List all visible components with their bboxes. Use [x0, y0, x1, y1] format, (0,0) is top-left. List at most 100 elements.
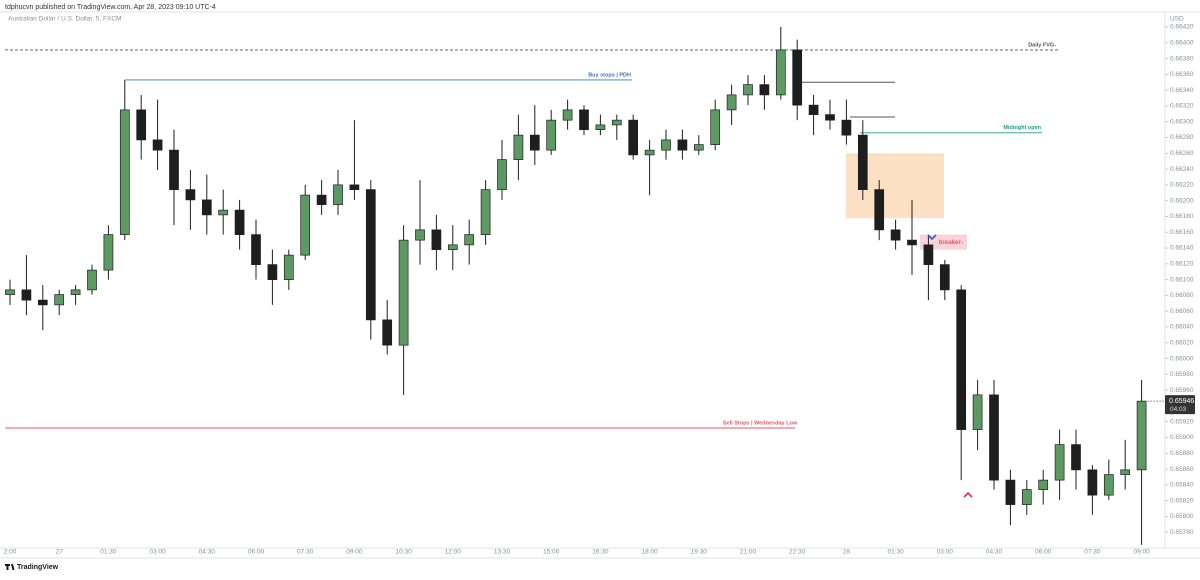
x-tick-label: 07:30 — [1084, 549, 1101, 556]
y-tick-label: 0.66140 — [1170, 245, 1194, 252]
candle-body — [37, 299, 48, 306]
candle-body — [54, 294, 65, 306]
candle-body — [546, 119, 557, 151]
y-tick-label: 0.65860 — [1170, 466, 1194, 473]
y-tick-label: 0.66300 — [1170, 118, 1194, 125]
candle-body — [710, 109, 721, 145]
candle-body — [316, 194, 327, 205]
candle-body — [677, 139, 688, 151]
candle-body — [201, 199, 212, 216]
candle-body — [693, 144, 704, 151]
x-tick-label: 15:00 — [543, 549, 560, 556]
x-tick-label: 01:30 — [887, 549, 904, 556]
last-price-label: 0.65946 — [1169, 398, 1194, 405]
y-tick-label: 0.65780 — [1170, 529, 1194, 536]
candle-body — [1087, 469, 1098, 496]
level-label: Midnight open — [1003, 125, 1041, 131]
countdown-label: 04:03 — [1170, 406, 1187, 413]
candle-body — [1038, 479, 1049, 490]
candle-body — [907, 239, 917, 246]
candle-body — [890, 229, 901, 241]
candle-body — [119, 109, 130, 235]
y-tick-label: 0.66100 — [1170, 276, 1194, 283]
candle-body — [5, 289, 15, 295]
candle-body — [1103, 474, 1114, 496]
candle-body — [1054, 444, 1065, 481]
y-tick-label: 0.66260 — [1170, 150, 1194, 157]
y-tick-label: 0.66280 — [1170, 134, 1194, 141]
candle-body — [447, 244, 458, 250]
level-label: Buy stops | PDH — [588, 72, 631, 78]
y-tick-label: 0.66020 — [1170, 339, 1194, 346]
candles — [5, 26, 1147, 545]
currency-label: USD — [1170, 16, 1184, 23]
y-tick-label: 0.66400 — [1170, 40, 1194, 47]
candle-body — [185, 189, 196, 201]
candle-body — [972, 394, 983, 430]
candle-body — [464, 234, 475, 246]
x-tick-label: 28 — [843, 549, 851, 556]
candle-body — [87, 269, 97, 291]
footer-logo: TradingView — [5, 564, 59, 571]
candle-body — [431, 229, 442, 250]
candle-body — [152, 139, 163, 151]
x-tick-label: 10:30 — [395, 549, 412, 556]
candle-body — [1120, 469, 1131, 475]
candle-body — [595, 124, 606, 130]
candle-body — [398, 239, 409, 346]
candle-body — [808, 104, 819, 115]
candle-body — [825, 114, 835, 121]
y-tick-label: 0.66120 — [1170, 261, 1194, 268]
x-tick-label: 07:30 — [297, 549, 314, 556]
y-tick-label: 0.65980 — [1170, 371, 1194, 378]
candle-body — [234, 209, 245, 235]
candle-body — [513, 134, 524, 160]
symbol-label: Australian Dollar / U.S. Dollar, 5, FXCM — [8, 16, 121, 23]
candle-body — [923, 244, 934, 265]
check-marker — [927, 234, 937, 241]
x-tick-label: 21:00 — [740, 549, 757, 556]
y-tick-label: 0.65920 — [1170, 418, 1194, 425]
x-tick-label: 18:00 — [641, 549, 658, 556]
x-tick-label: 04:30 — [199, 549, 216, 556]
axes: 0.66420 0.66400 0.66380 0.66360 0.66340 0.663… — [4, 24, 1195, 556]
candle-body — [169, 149, 179, 190]
x-tick-label: 01:30 — [100, 549, 117, 556]
y-tick-label: 0.66060 — [1170, 308, 1194, 315]
candle-body — [1005, 479, 1016, 505]
candle-body — [1021, 489, 1032, 505]
y-tick-label: 0.66420 — [1170, 24, 1194, 31]
candle-body — [21, 289, 32, 301]
candle-body — [529, 134, 540, 151]
level-label: Sell Stops | Wednesday Low — [723, 420, 798, 426]
x-tick-label: 03:00 — [149, 549, 166, 556]
y-tick-label: 0.65880 — [1170, 450, 1194, 457]
candle-body — [775, 49, 786, 96]
last-price-tag — [1165, 395, 1195, 415]
levels: Daily FVG- Buy stops | PDH Midnight open Se… — [5, 42, 1058, 429]
candle-body — [103, 234, 114, 271]
candle-body — [743, 84, 753, 96]
candle-body — [628, 119, 639, 156]
candle-body — [857, 134, 868, 190]
candle-body — [726, 94, 737, 111]
candle-body — [661, 139, 671, 151]
y-tick-label: 0.65820 — [1170, 497, 1194, 504]
y-tick-label: 0.66240 — [1170, 166, 1194, 173]
candle-body — [562, 109, 573, 121]
candle-body — [579, 109, 589, 130]
x-tick-label: 04:30 — [986, 549, 1003, 556]
caret-marker — [963, 491, 973, 498]
candle-body — [382, 319, 393, 346]
candle-body — [333, 184, 343, 205]
candle-body — [792, 49, 803, 106]
y-tick-label: 0.66180 — [1170, 213, 1194, 220]
candle-body — [1136, 400, 1147, 471]
level-label: Daily FVG- — [1028, 42, 1056, 48]
candle-body — [497, 159, 507, 190]
candle-body — [611, 119, 622, 126]
candle-body — [989, 394, 999, 481]
zone-label: breaker- — [939, 239, 963, 246]
x-tick-label: 09:00 — [346, 549, 363, 556]
